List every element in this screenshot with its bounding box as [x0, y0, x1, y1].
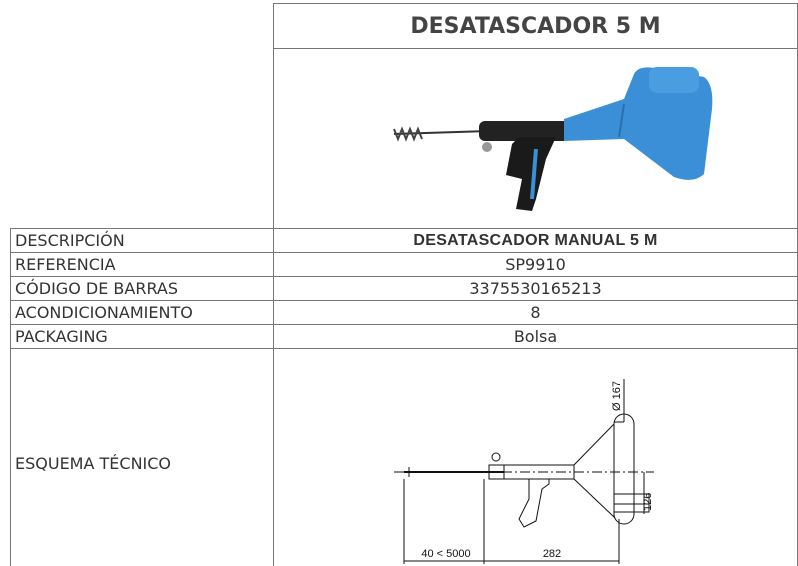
label-text: ACONDICIONAMIENTO [15, 303, 193, 322]
row-value: Bolsa [273, 324, 798, 349]
value-text: 8 [530, 303, 541, 322]
title: DESATASCADOR 5 M [410, 13, 661, 39]
row-value: DESATASCADOR MANUAL 5 M [273, 228, 798, 253]
product-image [393, 67, 713, 211]
value-text: 3375530165213 [469, 279, 602, 298]
dimension-label: 40 < 5000 [421, 548, 470, 560]
row-label: ACONDICIONAMIENTO [10, 300, 274, 325]
value-text: SP9910 [505, 255, 566, 274]
row-label: ESQUEMA TÉCNICO [10, 348, 274, 566]
label-text: CÓDIGO DE BARRAS [15, 279, 179, 298]
label-text: ESQUEMA TÉCNICO [15, 453, 172, 473]
schematic-cell: 40 < 5000 282 Ø 167 126 [273, 348, 798, 566]
row-value: 3375530165213 [273, 276, 798, 301]
label-text: PACKAGING [15, 327, 108, 346]
title-cell: DESATASCADOR 5 M [273, 3, 798, 49]
row-label: REFERENCIA [10, 252, 274, 277]
row-value: 8 [273, 300, 798, 325]
row-value: SP9910 [273, 252, 798, 277]
label-text: REFERENCIA [15, 255, 116, 274]
row-label: CÓDIGO DE BARRAS [10, 276, 274, 301]
label-text: DESCRIPCIÓN [15, 231, 125, 250]
value-text: Bolsa [513, 327, 558, 346]
dimension-label: Ø 167 [611, 381, 623, 411]
product-image-cell [273, 48, 798, 229]
value-text: DESATASCADOR MANUAL 5 M [413, 231, 658, 249]
dimension-label: 282 [543, 548, 561, 560]
schematic: 40 < 5000 282 Ø 167 126 [394, 379, 654, 564]
dimension-label: 126 [642, 493, 654, 511]
row-label: DESCRIPCIÓN [10, 228, 274, 253]
row-label: PACKAGING [10, 324, 274, 349]
